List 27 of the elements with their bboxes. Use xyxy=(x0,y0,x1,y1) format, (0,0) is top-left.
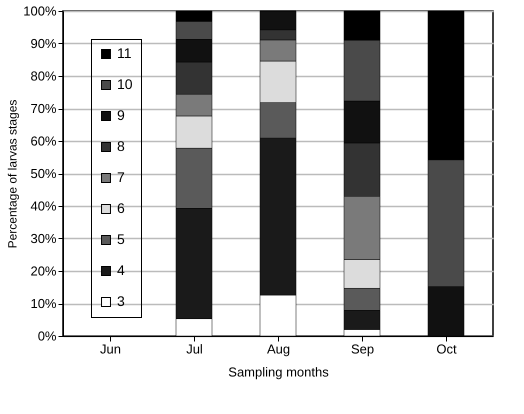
x-axis-title: Sampling months xyxy=(228,364,330,380)
y-tick-label: 0% xyxy=(38,328,57,344)
x-tick-label: Jul xyxy=(186,342,203,356)
x-tick-label: Aug xyxy=(266,342,290,356)
legend-label: 10 xyxy=(117,76,133,92)
legend-label: 6 xyxy=(117,200,125,216)
y-tick-label: 80% xyxy=(30,68,57,84)
y-tick-label: 100% xyxy=(23,4,57,18)
legend-label: 11 xyxy=(117,45,132,61)
y-tick-label: 50% xyxy=(30,166,57,181)
y-tick-label: 20% xyxy=(30,264,57,278)
y-tick-label: 70% xyxy=(30,101,57,116)
x-tick-label: Jun xyxy=(100,342,121,356)
y-axis-title: Percentage of larvas stages xyxy=(5,100,20,248)
legend-label: 8 xyxy=(117,138,125,154)
x-tick-label: Sep xyxy=(350,342,374,356)
y-tick-label: 90% xyxy=(30,36,57,51)
legend-label: 3 xyxy=(117,293,125,309)
y-tick-label: 30% xyxy=(30,231,57,246)
legend-label: 9 xyxy=(117,107,125,123)
y-tick-label: 60% xyxy=(30,134,57,148)
y-tick-label: 10% xyxy=(30,296,57,311)
x-tick-label: Oct xyxy=(436,342,457,356)
legend-label: 4 xyxy=(117,262,125,278)
y-tick-label: 40% xyxy=(30,198,57,214)
legend-label: 5 xyxy=(117,231,125,247)
legend-label: 7 xyxy=(117,169,125,185)
